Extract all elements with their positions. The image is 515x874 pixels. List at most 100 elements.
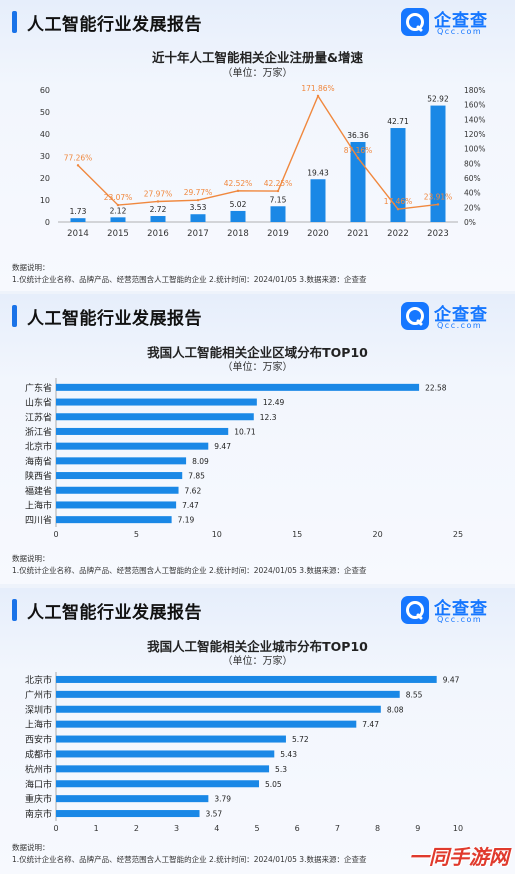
bar-value-label: 42.71 (387, 117, 409, 126)
x-tick-label: 2 (134, 824, 139, 833)
growth-point (436, 203, 440, 206)
header-accent-bar (12, 305, 17, 327)
bar-value-label: 7.85 (188, 472, 205, 481)
report-header: 人工智能行业发展报告 企查查 Qcc.com (0, 294, 515, 339)
chart-registrations: 0 10 20 30 40 50 60 0% 20% 40% 60% 80% 100% 120% 140% 1… (40, 84, 486, 239)
report-title: 人工智能行业发展报告 (27, 15, 202, 35)
bar-value-label: 5.02 (230, 200, 247, 209)
category-label: 广州市 (25, 689, 52, 701)
category-label: 西安市 (25, 734, 52, 746)
bar-value-label: 2.72 (150, 205, 167, 214)
bar-value-label: 3.79 (214, 795, 231, 804)
bar-value-label: 5.05 (265, 780, 282, 789)
x-tick-label: 8 (375, 824, 380, 833)
growth-point (236, 189, 240, 193)
qcc-logo: 企查查 Qcc.com (401, 594, 501, 626)
growth-label: 29.77% (184, 188, 213, 197)
category-label: 北京市 (25, 441, 52, 453)
y-tick-label: 40 (40, 130, 50, 139)
x-tick-label: 25 (453, 530, 463, 539)
report-title: 人工智能行业发展报告 (27, 603, 202, 623)
growth-point (396, 207, 400, 211)
bar (56, 486, 179, 494)
bar (56, 398, 257, 406)
qcc-logo-icon (401, 302, 429, 330)
x-tick-label: 0 (53, 824, 58, 833)
report-title: 人工智能行业发展报告 (27, 309, 202, 329)
x-tick-label: 0 (53, 530, 58, 539)
y2-tick-label: 140% (464, 115, 485, 124)
y-tick-label: 30 (40, 152, 50, 161)
x-tick-label: 4 (214, 824, 219, 833)
x-tick-label: 10 (453, 824, 463, 833)
qcc-logo: 企查查 Qcc.com (401, 6, 501, 38)
bar-value-label: 5.3 (275, 765, 287, 774)
chart-unit: （单位：万家） (222, 656, 293, 667)
x-tick-label: 5 (254, 824, 259, 833)
x-tick-label: 20 (373, 530, 383, 539)
category-label: 海口市 (25, 778, 52, 790)
bar (56, 780, 260, 788)
growth-point (196, 198, 200, 202)
bar (150, 216, 166, 222)
category-label: 陕西省 (25, 470, 52, 482)
bar-value-label: 9.47 (443, 675, 460, 684)
bar (56, 442, 209, 450)
bar (56, 705, 381, 713)
growth-label: 42.52% (224, 179, 253, 188)
bar-value-label: 12.49 (263, 398, 285, 407)
x-tick-label: 2023 (427, 229, 449, 239)
y-tick-label: 60 (40, 86, 50, 95)
report-header: 人工智能行业发展报告 企查查 Qcc.com (0, 0, 515, 45)
y2-tick-label: 40% (464, 189, 481, 198)
bar (56, 472, 183, 480)
header-accent-bar (12, 11, 17, 33)
growth-point (316, 94, 320, 98)
bar-value-label: 7.15 (270, 195, 287, 204)
bar (390, 128, 406, 222)
y2-tick-label: 20% (464, 203, 481, 212)
chart-title: 我国人工智能相关企业城市分布TOP10 (147, 639, 368, 654)
panel-registrations: 人工智能行业发展报告 企查查 Qcc.com 近十年人工智能相关企业注册量&增速… (0, 0, 515, 291)
growth-label: 23.91% (424, 192, 453, 201)
category-label: 浙江省 (25, 426, 52, 438)
y2-tick-label: 60% (464, 174, 481, 183)
bar (190, 214, 206, 222)
chart-title: 近十年人工智能相关企业注册量&增速 (152, 50, 363, 65)
data-notes: 数据说明： 1.仅统计企业名称、品牌产品、经营范围含人工智能的企业 2.统计时间… (12, 263, 367, 284)
bar-value-label: 8.55 (406, 690, 423, 699)
growth-line (77, 94, 439, 210)
category-label: 成都市 (25, 748, 52, 760)
bar (56, 457, 187, 465)
bar (56, 810, 200, 818)
bar-value-label: 7.19 (178, 516, 195, 525)
bar (56, 720, 357, 728)
bar-value-label: 5.43 (280, 750, 297, 759)
x-tick-label: 7 (335, 824, 340, 833)
category-label: 福建省 (25, 485, 52, 497)
category-label: 南京市 (25, 808, 52, 820)
category-label: 杭州市 (25, 763, 52, 775)
x-tick-label: 2022 (387, 229, 409, 239)
y2-tick-label: 120% (464, 130, 485, 139)
chart-title: 我国人工智能相关企业区域分布TOP10 (147, 345, 368, 360)
chart-unit: （单位：万家） (222, 68, 293, 79)
bar-value-label: 7.47 (182, 501, 199, 510)
y2-tick-label: 100% (464, 145, 485, 154)
bar-value-label: 5.72 (292, 735, 309, 744)
x-tick-label: 2017 (187, 229, 209, 239)
bar (70, 218, 86, 222)
x-tick-label: 15 (292, 530, 302, 539)
bar (56, 735, 286, 743)
category-label: 四川省 (25, 514, 52, 526)
panel-regions: 人工智能行业发展报告 企查查 Qcc.com 我国人工智能相关企业区域分布TOP… (0, 294, 515, 584)
bar (270, 206, 286, 222)
x-tick-label: 2014 (67, 229, 89, 239)
category-label: 深圳市 (25, 704, 52, 716)
category-label: 上海市 (25, 719, 52, 731)
category-label: 重庆市 (25, 793, 52, 805)
bar (56, 383, 420, 391)
growth-label: 17.46% (384, 197, 413, 206)
growth-point (356, 156, 360, 160)
bar-value-label: 2.12 (110, 206, 127, 215)
